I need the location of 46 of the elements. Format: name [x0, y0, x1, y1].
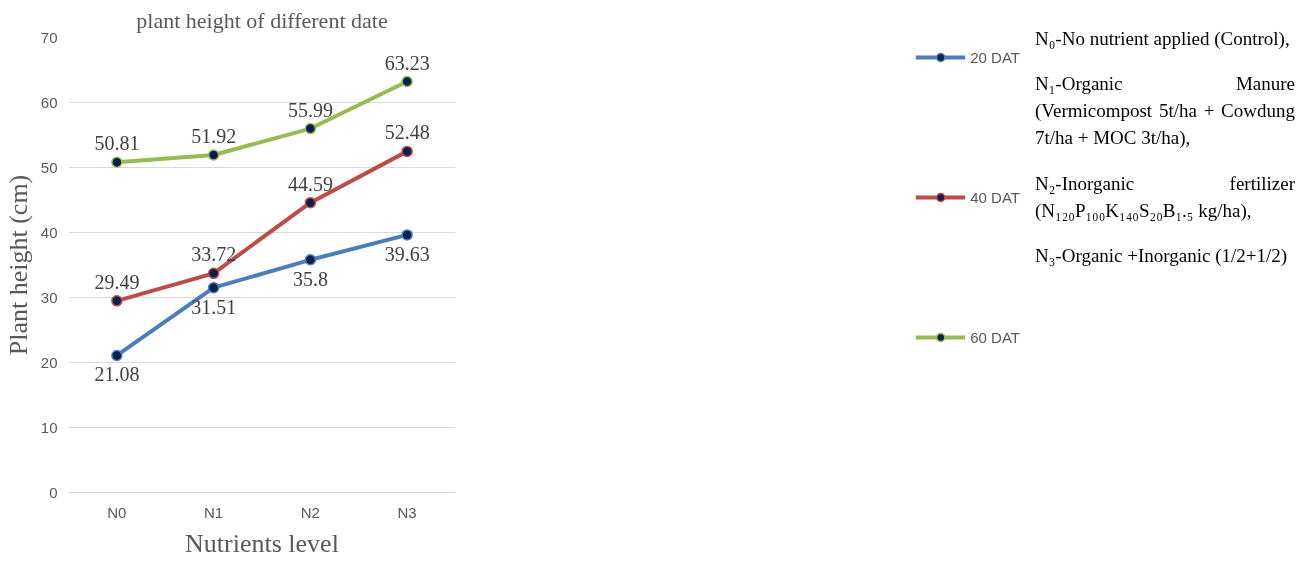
point — [304, 122, 317, 135]
x-tick-label: N3 — [397, 503, 417, 521]
text: N₁-Organic Manure (Vermicompost 5t/ha + Cowdung 7t/ha + MOC 3t/ha), — [1035, 72, 1295, 151]
data-label: 52.48 — [384, 121, 430, 144]
point — [111, 349, 123, 362]
point — [207, 281, 220, 294]
data-label: 51.92 — [191, 125, 237, 148]
x-axis-title: Nutrients level — [185, 528, 339, 558]
data-label: 21.08 — [94, 363, 140, 386]
data-label: 55.99 — [287, 98, 333, 121]
data-label: 63.23 — [384, 51, 430, 74]
data-label: 39.63 — [384, 242, 430, 265]
y-tick-label: 0 — [49, 483, 58, 501]
legend-label: 40 DAT — [970, 188, 1020, 206]
data-label: 35.8 — [292, 267, 328, 290]
point — [401, 75, 413, 88]
point — [401, 229, 413, 241]
y-tick-label: 30 — [40, 288, 58, 306]
y-tick-label: 60 — [40, 93, 58, 111]
y-axis-title: Plant height (cm) — [3, 174, 33, 356]
chart-title: plant height of different date — [136, 7, 388, 33]
y-tick-label: 70 — [40, 28, 58, 46]
legend-label: 20 DAT — [970, 48, 1020, 66]
point — [304, 196, 317, 209]
point — [207, 267, 220, 280]
x-tick-label: N1 — [204, 503, 224, 521]
text: N₃-Organic +Inorganic (1/2+1/2) — [1035, 243, 1289, 268]
y-tick-label: 10 — [40, 418, 58, 436]
x-tick-label: N0 — [107, 503, 127, 521]
data-label: 50.81 — [94, 132, 140, 155]
y-tick-label: 50 — [40, 158, 58, 176]
text: N₂-Inorganic fertilizer (N₁₂₀P₁₀₀K₁₄₀S₂₀B₁.₅ kg/ha), — [1035, 171, 1295, 223]
data-label: 29.49 — [94, 270, 140, 293]
point — [111, 156, 123, 168]
y-tick-label: 20 — [40, 353, 58, 371]
data-label: 33.72 — [191, 243, 237, 266]
point — [304, 254, 317, 266]
data-label: 44.59 — [287, 172, 333, 195]
y-tick-label: 40 — [40, 223, 58, 241]
text: N₀-No nutrient applied (Control), — [1035, 27, 1291, 51]
point — [111, 295, 123, 307]
data-label: 31.51 — [191, 295, 237, 318]
legend-label: 60 DAT — [970, 328, 1020, 346]
point — [401, 145, 413, 158]
x-tick-label: N2 — [300, 503, 320, 521]
point — [207, 149, 220, 161]
